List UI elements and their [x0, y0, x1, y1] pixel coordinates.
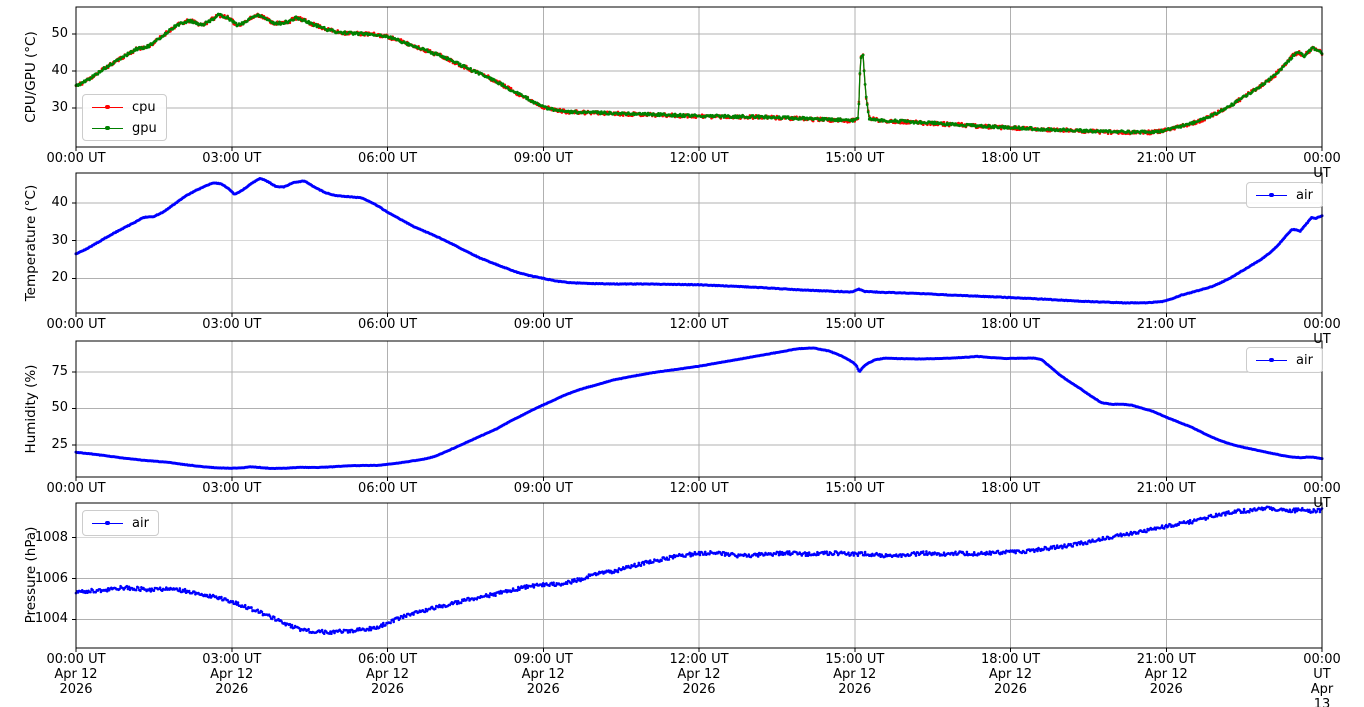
panel-1-legend: air: [1246, 182, 1323, 208]
legend-line-marker-icon: [92, 104, 123, 109]
panel-2-xtick-label: 06:00 UT: [357, 481, 418, 496]
panel-1-legend-entry-air: air: [1256, 187, 1313, 203]
legend-line-marker-icon: [92, 520, 123, 525]
panel-3-xtick-label: 00:00 UT Apr 12 2026: [46, 652, 106, 697]
panel-3-xtick-label: 15:00 UT Apr 12 2026: [825, 652, 885, 697]
panel-0-legend-entry-gpu: gpu: [92, 120, 157, 136]
panel-0-ytick-label: 30: [51, 100, 68, 116]
panel-3-xtick-label: 21:00 UT Apr 12 2026: [1136, 652, 1196, 697]
panel-1-xtick-label: 12:00 UT: [669, 317, 729, 332]
panel-2-ytick-label: 75: [51, 364, 68, 380]
panel-2-border: [75, 340, 1323, 478]
panel-1-xtick-label: 00:00 UT: [46, 317, 106, 332]
panel-3-legend-entry-air: air: [92, 515, 149, 531]
panel-1-xtick-label: 06:00 UT: [357, 317, 418, 332]
panel-3-legend: air: [82, 510, 159, 536]
legend-line-marker-icon: [92, 125, 123, 130]
legend-label: air: [132, 515, 149, 531]
panel-0-xtick-label: 00:00 UT: [46, 151, 106, 166]
panel-3-ytick-label: 1008: [34, 529, 68, 545]
panel-1-xtick-label: 18:00 UT: [980, 317, 1041, 332]
panel-1-ytick-label: 40: [51, 195, 68, 211]
panel-0-xtick-label: 18:00 UT: [980, 151, 1041, 166]
panel-2-legend-entry-air: air: [1256, 352, 1313, 368]
panel-1-ytick-label: 30: [51, 232, 68, 248]
panel-3-xtick-label: 12:00 UT Apr 12 2026: [669, 652, 729, 697]
legend-dot-icon: [105, 520, 110, 525]
panel-3-xtick-label: 18:00 UT Apr 12 2026: [980, 652, 1041, 697]
panel-1-xtick-label: 03:00 UT: [202, 317, 262, 332]
panel-2-legend: air: [1246, 347, 1323, 373]
panel-3-border: [75, 502, 1323, 649]
panel-2-ytick-label: 50: [51, 400, 68, 416]
panel-3-xtick-label: 00:00 UT Apr 13 2026: [1303, 652, 1341, 707]
panel-1-border: [75, 172, 1323, 314]
legend-dot-icon: [105, 125, 110, 130]
panel-0-xtick-label: 03:00 UT: [202, 151, 262, 166]
panel-2-ytick-label: 25: [51, 436, 68, 452]
legend-label: air: [1296, 187, 1313, 203]
legend-line-marker-icon: [1256, 192, 1287, 197]
panel-0-xtick-label: 00:00 UT: [1303, 151, 1341, 181]
panel-2-xtick-label: 18:00 UT: [980, 481, 1041, 496]
panel-3-xtick-label: 06:00 UT Apr 12 2026: [357, 652, 418, 697]
panel-3-xtick-label: 09:00 UT Apr 12 2026: [513, 652, 573, 697]
legend-dot-icon: [1269, 192, 1274, 197]
panel-0-legend: cpu gpu: [82, 94, 167, 141]
legend-label: cpu: [132, 99, 156, 115]
panel-1-ytick-label: 20: [51, 270, 68, 286]
legend-line-marker-icon: [1256, 357, 1287, 362]
panel-3-xtick-label: 03:00 UT Apr 12 2026: [202, 652, 262, 697]
panel-1-xtick-label: 00:00 UT: [1303, 317, 1341, 347]
panel-3-ytick-label: 1004: [34, 611, 68, 627]
panel-0-ytick-label: 50: [51, 26, 68, 42]
panel-3-ytick-label: 1006: [34, 570, 68, 586]
panel-0-border: [75, 6, 1323, 148]
panel-2-xtick-label: 21:00 UT: [1136, 481, 1196, 496]
legend-label: gpu: [132, 120, 157, 136]
panel-1-xtick-label: 15:00 UT: [825, 317, 885, 332]
panel-2-xtick-label: 03:00 UT: [202, 481, 262, 496]
panel-1-xtick-label: 09:00 UT: [513, 317, 573, 332]
panel-0-xtick-label: 12:00 UT: [669, 151, 729, 166]
panel-0-xtick-label: 15:00 UT: [825, 151, 885, 166]
legend-label: air: [1296, 352, 1313, 368]
panel-1-xtick-label: 21:00 UT: [1136, 317, 1196, 332]
legend-dot-icon: [105, 104, 110, 109]
panel-2-xtick-label: 00:00 UT: [1303, 481, 1341, 511]
panel-2-xtick-label: 00:00 UT: [46, 481, 106, 496]
panel-2-xtick-label: 15:00 UT: [825, 481, 885, 496]
panel-0-xtick-label: 06:00 UT: [357, 151, 418, 166]
panel-2-xtick-label: 12:00 UT: [669, 481, 729, 496]
legend-dot-icon: [1269, 357, 1274, 362]
panel-0-ytick-label: 40: [51, 63, 68, 79]
panel-2-xtick-label: 09:00 UT: [513, 481, 573, 496]
panel-0-xtick-label: 09:00 UT: [513, 151, 573, 166]
panel-0-legend-entry-cpu: cpu: [92, 99, 157, 115]
panel-0-xtick-label: 21:00 UT: [1136, 151, 1196, 166]
